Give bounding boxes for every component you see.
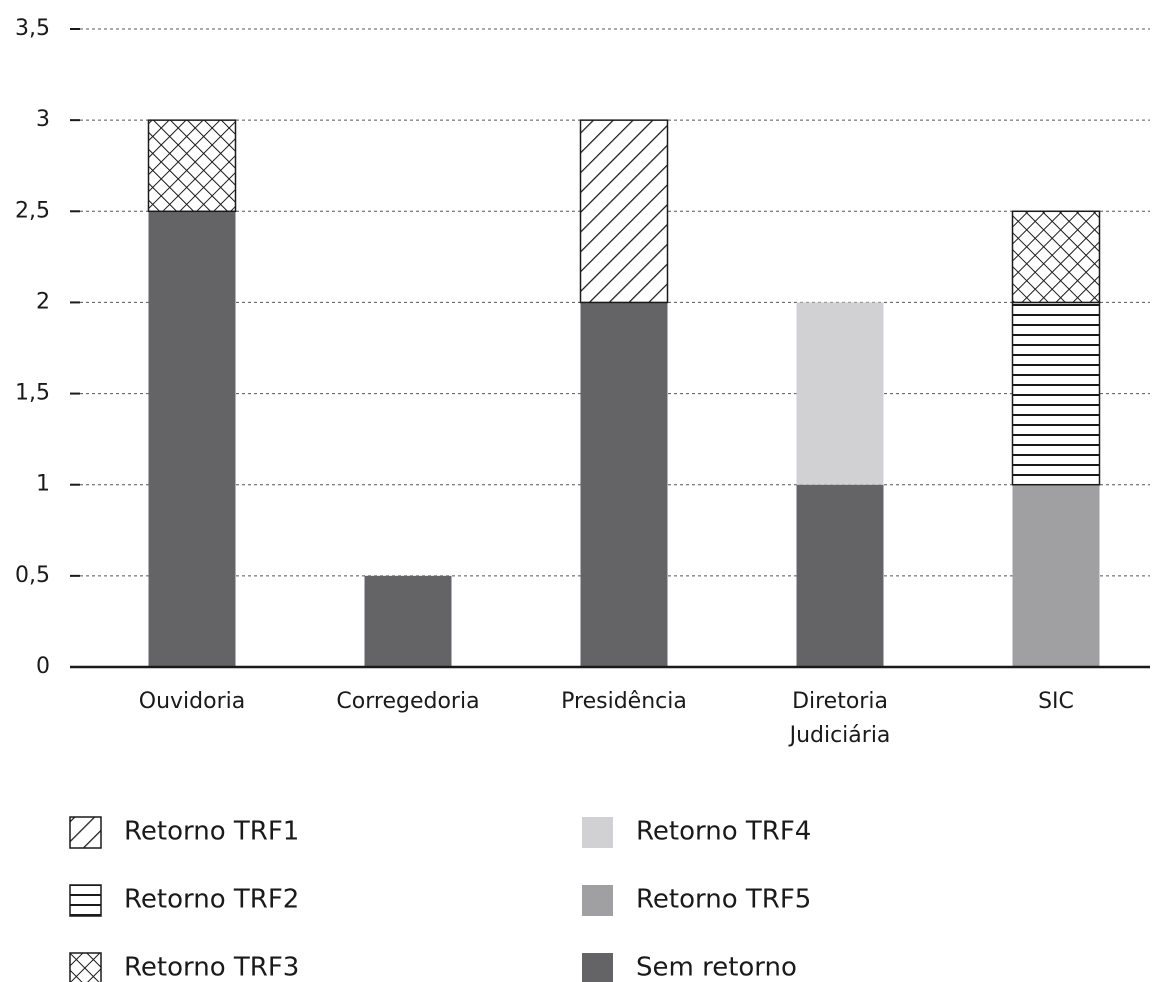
y-tick-label: 3,5 [15, 16, 50, 41]
x-tick-label: Presidência [561, 689, 687, 714]
legend-swatch [69, 952, 102, 982]
bar-segment [148, 211, 236, 668]
legend-label: Retorno TRF2 [124, 885, 299, 915]
legend-swatch [582, 953, 613, 982]
bar-segment [1011, 210, 1101, 304]
bar-segment [1012, 484, 1100, 667]
x-tick-label: Corregedoria [336, 689, 479, 714]
bar-segment [580, 302, 668, 667]
y-tick-label: 2,5 [15, 198, 50, 223]
bar-segment [147, 119, 237, 213]
y-tick-label: 0,5 [15, 563, 50, 588]
legend-label: Retorno TRF5 [636, 885, 811, 915]
legend-label: Retorno TRF3 [124, 953, 299, 982]
legend-swatch [69, 884, 102, 917]
legend-swatch [582, 885, 613, 916]
legend-label: Retorno TRF4 [636, 817, 811, 847]
x-tick-label: Ouvidoria [139, 689, 245, 714]
y-tick-label: 0 [36, 654, 50, 679]
legend-swatch [69, 816, 102, 849]
y-tick-label: 3 [36, 107, 50, 132]
bar-segment [796, 484, 884, 667]
bar-segment [796, 302, 884, 485]
y-tick-label: 1,5 [15, 381, 50, 406]
y-tick-label: 1 [36, 472, 50, 497]
x-tick-label: SIC [1038, 689, 1074, 714]
bar-segment [364, 575, 452, 667]
bar-segment [579, 119, 669, 304]
legend-swatch [582, 817, 613, 848]
legend-label: Retorno TRF1 [124, 817, 299, 847]
legend-label: Sem retorno [636, 953, 797, 982]
y-tick-label: 2 [36, 289, 50, 314]
x-tick-label: Diretoria Judiciária [788, 689, 891, 748]
bar-segment [1011, 301, 1101, 486]
